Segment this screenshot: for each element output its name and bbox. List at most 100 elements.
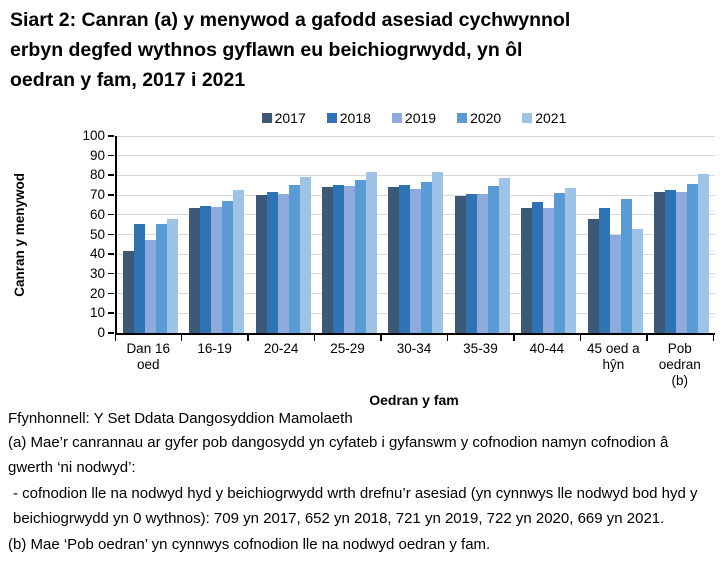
bar-group bbox=[383, 136, 449, 333]
bar-2017 bbox=[521, 207, 533, 333]
y-tick-label: 100 bbox=[82, 128, 105, 143]
bar-2017 bbox=[587, 218, 599, 333]
x-axis-label: Dan 16 oed bbox=[126, 341, 170, 372]
bar-group bbox=[117, 136, 183, 333]
y-tick-mark bbox=[108, 253, 114, 255]
bar-2018 bbox=[532, 202, 544, 333]
x-axis-label: 16-19 bbox=[197, 341, 232, 356]
y-tick-label: 0 bbox=[97, 325, 105, 340]
bar-2017 bbox=[322, 187, 334, 333]
bar-2020 bbox=[421, 182, 433, 333]
y-tick-mark bbox=[108, 312, 114, 314]
plot-area bbox=[115, 135, 715, 335]
x-axis-label: 35-39 bbox=[463, 341, 498, 356]
footnote-b: (b) Mae ‘Pob oedran’ yn cynnwys cofnodio… bbox=[8, 536, 491, 553]
bar-group bbox=[516, 136, 582, 333]
bar-2018 bbox=[200, 205, 212, 333]
bar-2021 bbox=[233, 190, 245, 333]
bar-2018 bbox=[266, 192, 278, 333]
x-tick-mark bbox=[247, 335, 249, 341]
bar-2020 bbox=[554, 193, 566, 333]
footnote-a-detail: - cofnodion lle na nodwyd hyd y beichiog… bbox=[13, 485, 698, 527]
legend-label: 2018 bbox=[339, 110, 371, 126]
gridline bbox=[117, 174, 715, 176]
bar-2019 bbox=[344, 186, 356, 333]
legend-item: 2018 bbox=[326, 110, 371, 126]
legend: 2017 2018 2019 2020 2021 bbox=[115, 110, 713, 126]
y-tick-label: 90 bbox=[89, 147, 105, 163]
bar-2018 bbox=[333, 185, 345, 333]
y-tick-mark bbox=[108, 272, 114, 275]
y-tick-label: 20 bbox=[89, 285, 105, 301]
x-tick-mark bbox=[313, 335, 316, 341]
gridline bbox=[117, 155, 715, 157]
y-axis-title: Canran y menywod bbox=[12, 136, 27, 333]
bar-group bbox=[582, 136, 648, 333]
y-tick-mark bbox=[108, 213, 114, 216]
footnote-a: (a) Mae’r canrannau ar gyfer pob dangosy… bbox=[8, 434, 669, 476]
bar-2018 bbox=[399, 185, 411, 333]
x-axis-label: 20-24 bbox=[263, 341, 299, 356]
legend-label: 2020 bbox=[470, 110, 502, 126]
y-tick-label: 40 bbox=[89, 246, 105, 262]
bar-2020 bbox=[155, 223, 167, 333]
bar-2018 bbox=[598, 207, 610, 333]
legend-swatch-icon bbox=[457, 113, 468, 123]
x-tick-mark bbox=[579, 335, 582, 341]
bar-2020 bbox=[487, 186, 499, 333]
legend-item: 2021 bbox=[522, 110, 566, 126]
x-tick-mark bbox=[646, 335, 648, 341]
bar-2020 bbox=[288, 185, 300, 333]
bar-2017 bbox=[255, 195, 267, 333]
bar-2021 bbox=[432, 171, 444, 333]
bar-2019 bbox=[476, 194, 488, 333]
y-tick-mark bbox=[108, 233, 114, 235]
chart-title: Siart 2: Canran (a) y menywod a gafodd a… bbox=[10, 9, 571, 91]
y-axis-title-text: Canran y menywod bbox=[12, 172, 27, 297]
bar-2019 bbox=[211, 206, 223, 333]
y-tick-mark bbox=[108, 174, 114, 176]
y-tick-mark bbox=[108, 332, 114, 334]
x-tick-mark bbox=[114, 335, 116, 341]
x-axis-label: 45 oed a hŷn bbox=[587, 341, 640, 372]
legend-swatch-icon bbox=[261, 113, 272, 123]
bar-2021 bbox=[565, 188, 577, 333]
bar-2017 bbox=[388, 187, 400, 333]
x-tick-mark bbox=[380, 335, 382, 341]
footnote-source: Ffynhonnell: Y Set Ddata Dangosyddion Ma… bbox=[8, 410, 353, 427]
y-tick-mark bbox=[108, 194, 114, 196]
bar-2021 bbox=[166, 218, 178, 333]
x-axis-label: 40-44 bbox=[529, 341, 565, 356]
bar-group bbox=[316, 136, 382, 333]
bar-2017 bbox=[454, 196, 466, 333]
legend-item: 2020 bbox=[457, 110, 501, 126]
bar-2019 bbox=[144, 240, 156, 333]
bar-2021 bbox=[631, 228, 643, 333]
y-tick-label: 80 bbox=[89, 167, 105, 183]
legend-swatch-icon bbox=[522, 113, 533, 123]
bar-2020 bbox=[222, 201, 234, 333]
bar-2019 bbox=[676, 192, 688, 333]
bar-2018 bbox=[465, 194, 477, 333]
legend-swatch-icon bbox=[326, 113, 337, 123]
y-tick-mark bbox=[108, 292, 114, 295]
bar-2017 bbox=[122, 251, 134, 333]
bar-2017 bbox=[654, 192, 666, 333]
legend-label: 2019 bbox=[404, 110, 437, 126]
y-tick-label: 60 bbox=[89, 206, 105, 222]
bar-2020 bbox=[355, 180, 367, 333]
bar-2021 bbox=[698, 174, 710, 333]
legend-label: 2017 bbox=[274, 110, 306, 126]
x-axis-label: 30-34 bbox=[396, 341, 432, 356]
y-tick-mark bbox=[108, 135, 114, 137]
legend-label: 2021 bbox=[535, 110, 567, 126]
bar-2017 bbox=[189, 207, 201, 333]
bar-2021 bbox=[366, 171, 378, 333]
bar-group bbox=[183, 136, 249, 333]
bar-group bbox=[250, 136, 316, 333]
x-axis-title: Oedran y fam bbox=[369, 392, 459, 408]
x-tick-mark bbox=[513, 335, 515, 341]
x-tick-mark bbox=[712, 335, 714, 341]
y-tick-label: 10 bbox=[89, 305, 105, 321]
